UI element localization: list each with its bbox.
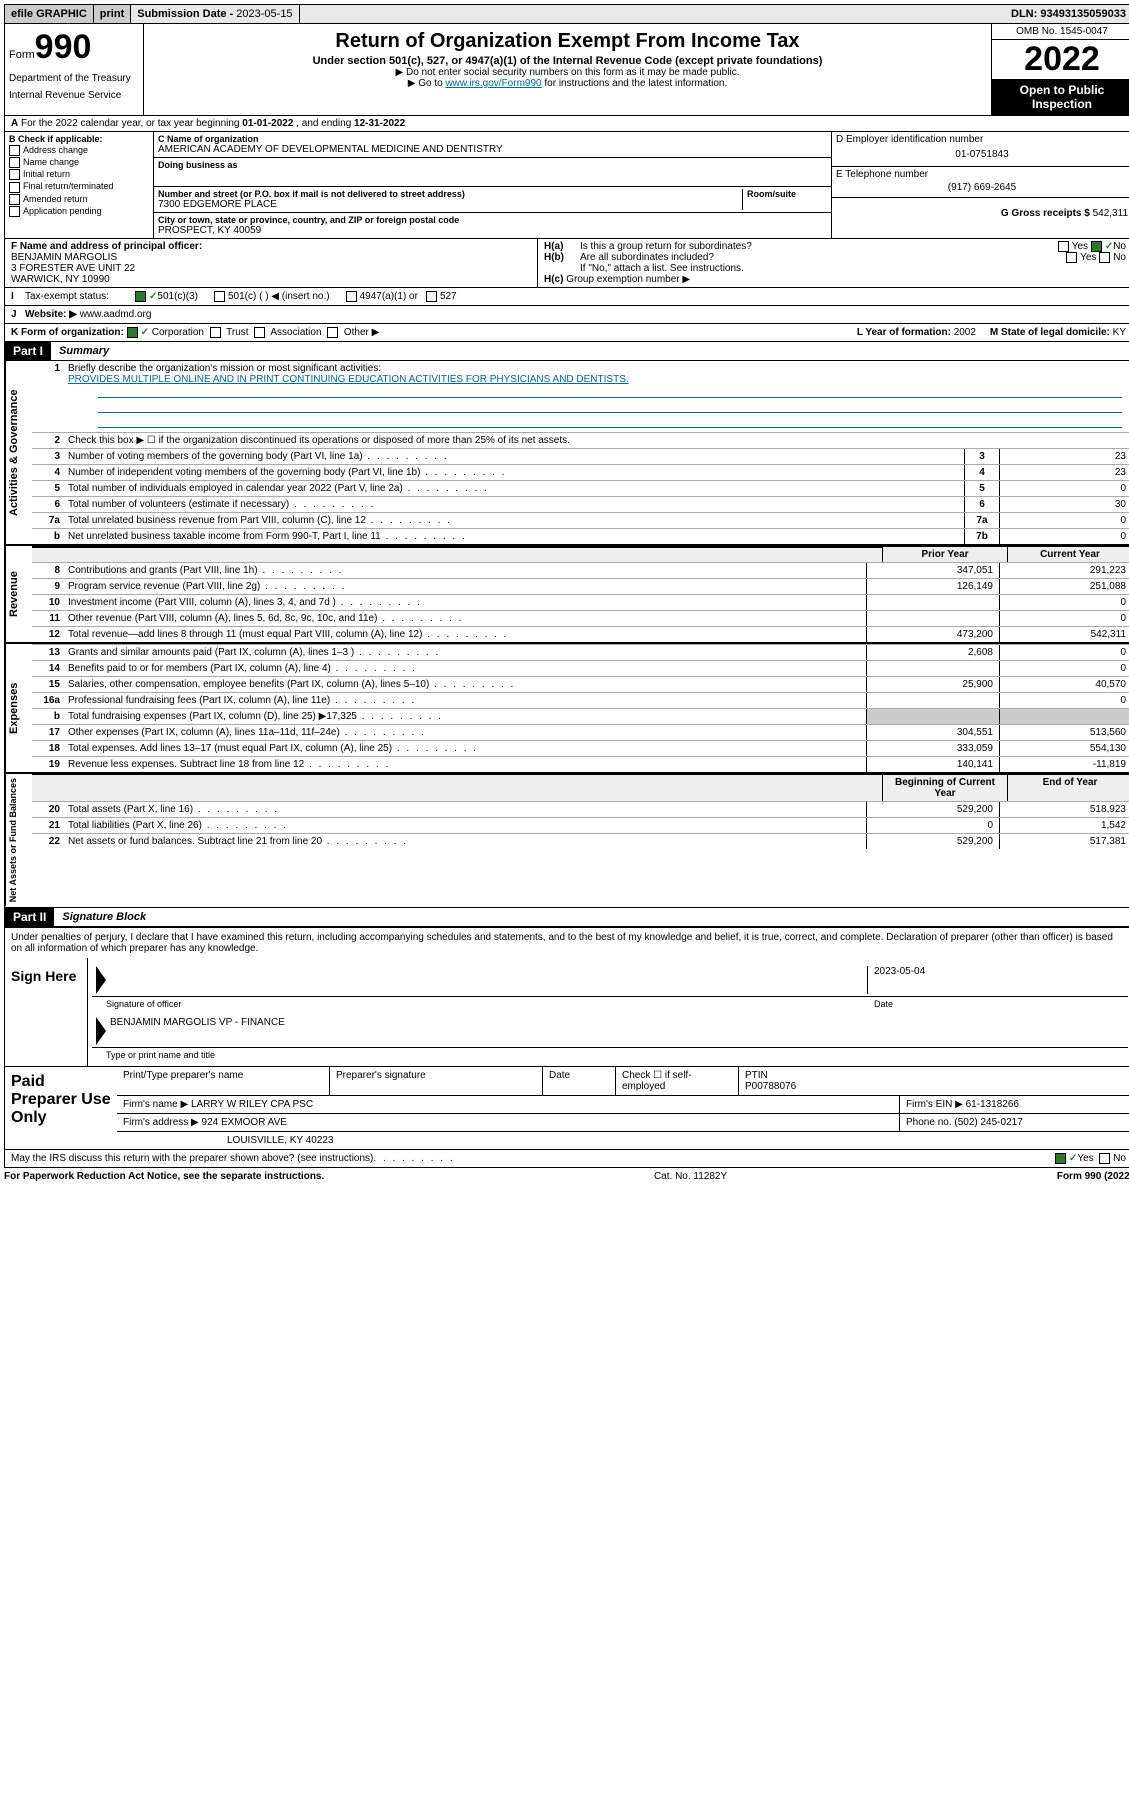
sidebar-expenses: Expenses [5,644,32,772]
firm-name: LARRY W RILEY CPA PSC [191,1099,313,1110]
efile-button[interactable]: efile GRAPHIC [5,5,94,23]
d-label: D Employer identification number [836,134,1128,145]
part2-header: Part II [5,908,54,926]
dba-label: Doing business as [158,160,827,170]
officer-addr1: 3 FORESTER AVE UNIT 22 [11,263,531,274]
gross-receipts: 542,311 [1093,208,1128,219]
summary-line: 9Program service revenue (Part VIII, lin… [32,578,1129,594]
officer-name: BENJAMIN MARGOLIS [11,252,531,263]
paid-preparer-label: Paid Preparer Use Only [5,1067,117,1149]
firm-phone: (502) 245-0217 [954,1117,1022,1128]
sidebar-activities-governance: Activities & Governance [5,361,32,544]
row-j-website: J Website: ▶ www.aadmd.org [4,306,1129,324]
summary-line: 19Revenue less expenses. Subtract line 1… [32,756,1129,772]
irs-label: Internal Revenue Service [9,90,139,101]
cb-final-return[interactable]: Final return/terminated [9,181,149,192]
penalty-text: Under penalties of perjury, I declare th… [5,928,1129,958]
city-state-zip: PROSPECT, KY 40059 [158,225,827,236]
sign-here-label: Sign Here [5,958,87,1066]
part1-title: Summary [51,343,117,359]
city-label: City or town, state or province, country… [158,215,827,225]
firm-addr2: LOUISVILLE, KY 40223 [117,1132,1129,1149]
form-title: Return of Organization Exempt From Incom… [148,30,987,53]
col-b-checkboxes: B Check if applicable: Address change Na… [5,132,154,238]
irs-link[interactable]: www.irs.gov/Form990 [445,78,541,89]
summary-line: 10Investment income (Part VIII, column (… [32,594,1129,610]
summary-line: 21Total liabilities (Part X, line 26)01,… [32,817,1129,833]
sidebar-net-assets: Net Assets or Fund Balances [5,774,32,906]
mission-text: PROVIDES MULTIPLE ONLINE AND IN PRINT CO… [68,374,1128,385]
cb-address-change[interactable]: Address change [9,145,149,156]
summary-line: 22Net assets or fund balances. Subtract … [32,833,1129,849]
room-label: Room/suite [747,189,827,199]
topbar: efile GRAPHIC print Submission Date - 20… [4,4,1129,24]
summary-line: bNet unrelated business taxable income f… [32,528,1129,544]
signature-arrow-icon [96,966,106,994]
officer-addr2: WARWICK, NY 10990 [11,274,531,285]
summary-line: 8Contributions and grants (Part VIII, li… [32,562,1129,578]
summary-line: 7aTotal unrelated business revenue from … [32,512,1129,528]
summary-line: bTotal fundraising expenses (Part IX, co… [32,708,1129,724]
row-fgh: F Name and address of principal officer:… [4,239,1129,288]
row-i-tax-status: I Tax-exempt status: ✓ 501(c)(3) 501(c) … [4,288,1129,306]
summary-line: 13Grants and similar amounts paid (Part … [32,644,1129,660]
street-address: 7300 EDGEMORE PLACE [158,199,742,210]
summary-line: 20Total assets (Part X, line 16)529,2005… [32,801,1129,817]
firm-addr: 924 EXMOOR AVE [202,1117,287,1128]
part2-title: Signature Block [54,909,154,925]
part1-header: Part I [5,342,51,360]
dln: DLN: 93493135059033 [1005,5,1129,23]
form-subtitle: Under section 501(c), 527, or 4947(a)(1)… [148,55,987,67]
form-word: Form [9,49,35,61]
public-inspection: Open to Public Inspection [992,79,1129,115]
form-number: 990 [35,28,92,66]
summary-line: 12Total revenue—add lines 8 through 11 (… [32,626,1129,642]
form-header: Form990 Department of the Treasury Inter… [4,24,1129,116]
e-label: E Telephone number [836,169,1128,180]
addr-label: Number and street (or P.O. box if mail i… [158,189,742,199]
summary-line: 18Total expenses. Add lines 13–17 (must … [32,740,1129,756]
summary-line: 4Number of independent voting members of… [32,464,1129,480]
cb-amended[interactable]: Amended return [9,194,149,205]
summary-line: 11Other revenue (Part VIII, column (A), … [32,610,1129,626]
section-a: B Check if applicable: Address change Na… [4,132,1129,239]
period-text: For the 2022 calendar year, or tax year … [21,118,242,129]
irs-discuss-row: May the IRS discuss this return with the… [4,1150,1129,1168]
cb-initial-return[interactable]: Initial return [9,169,149,180]
name-arrow-icon [96,1017,106,1045]
dept-treasury: Department of the Treasury [9,73,139,84]
summary-line: 17Other expenses (Part IX, column (A), l… [32,724,1129,740]
org-name: AMERICAN ACADEMY OF DEVELOPMENTAL MEDICI… [158,144,827,155]
summary-line: 6Total number of volunteers (estimate if… [32,496,1129,512]
signer-name: BENJAMIN MARGOLIS VP - FINANCE [110,1017,285,1045]
omb-number: OMB No. 1545-0047 [992,24,1129,40]
f-label: F Name and address of principal officer: [11,241,202,252]
ssn-note: Do not enter social security numbers on … [148,67,987,78]
summary-line: 15Salaries, other compensation, employee… [32,676,1129,692]
goto-note: Go to www.irs.gov/Form990 for instructio… [148,78,987,89]
c-label: C Name of organization [158,134,827,144]
cb-name-change[interactable]: Name change [9,157,149,168]
cat-no: Cat. No. 11282Y [654,1171,727,1182]
phone: (917) 669-2645 [836,180,1128,195]
form-footer: Form 990 (2022) [1057,1171,1129,1182]
tax-year: 2022 [992,40,1129,79]
g-label: G Gross receipts $ [1001,208,1093,219]
ein: 01-0751843 [836,145,1128,164]
submission-date: Submission Date - 2023-05-15 [131,5,299,23]
sidebar-revenue: Revenue [5,546,32,642]
paperwork-notice: For Paperwork Reduction Act Notice, see … [4,1171,324,1182]
sign-date: 2023-05-04 [867,966,1124,994]
website: www.aadmd.org [80,309,152,320]
cb-pending[interactable]: Application pending [9,206,149,217]
print-button[interactable]: print [94,5,131,23]
row-k-form-org: K Form of organization: ✓ Corporation Tr… [4,324,1129,342]
summary-line: 3Number of voting members of the governi… [32,448,1129,464]
summary-line: 16aProfessional fundraising fees (Part I… [32,692,1129,708]
line1-label: Briefly describe the organization's miss… [68,363,1128,374]
summary-line: 5Total number of individuals employed in… [32,480,1129,496]
period-a: A [11,118,18,129]
firm-ein: 61-1318266 [966,1099,1019,1110]
summary-line: 14Benefits paid to or for members (Part … [32,660,1129,676]
